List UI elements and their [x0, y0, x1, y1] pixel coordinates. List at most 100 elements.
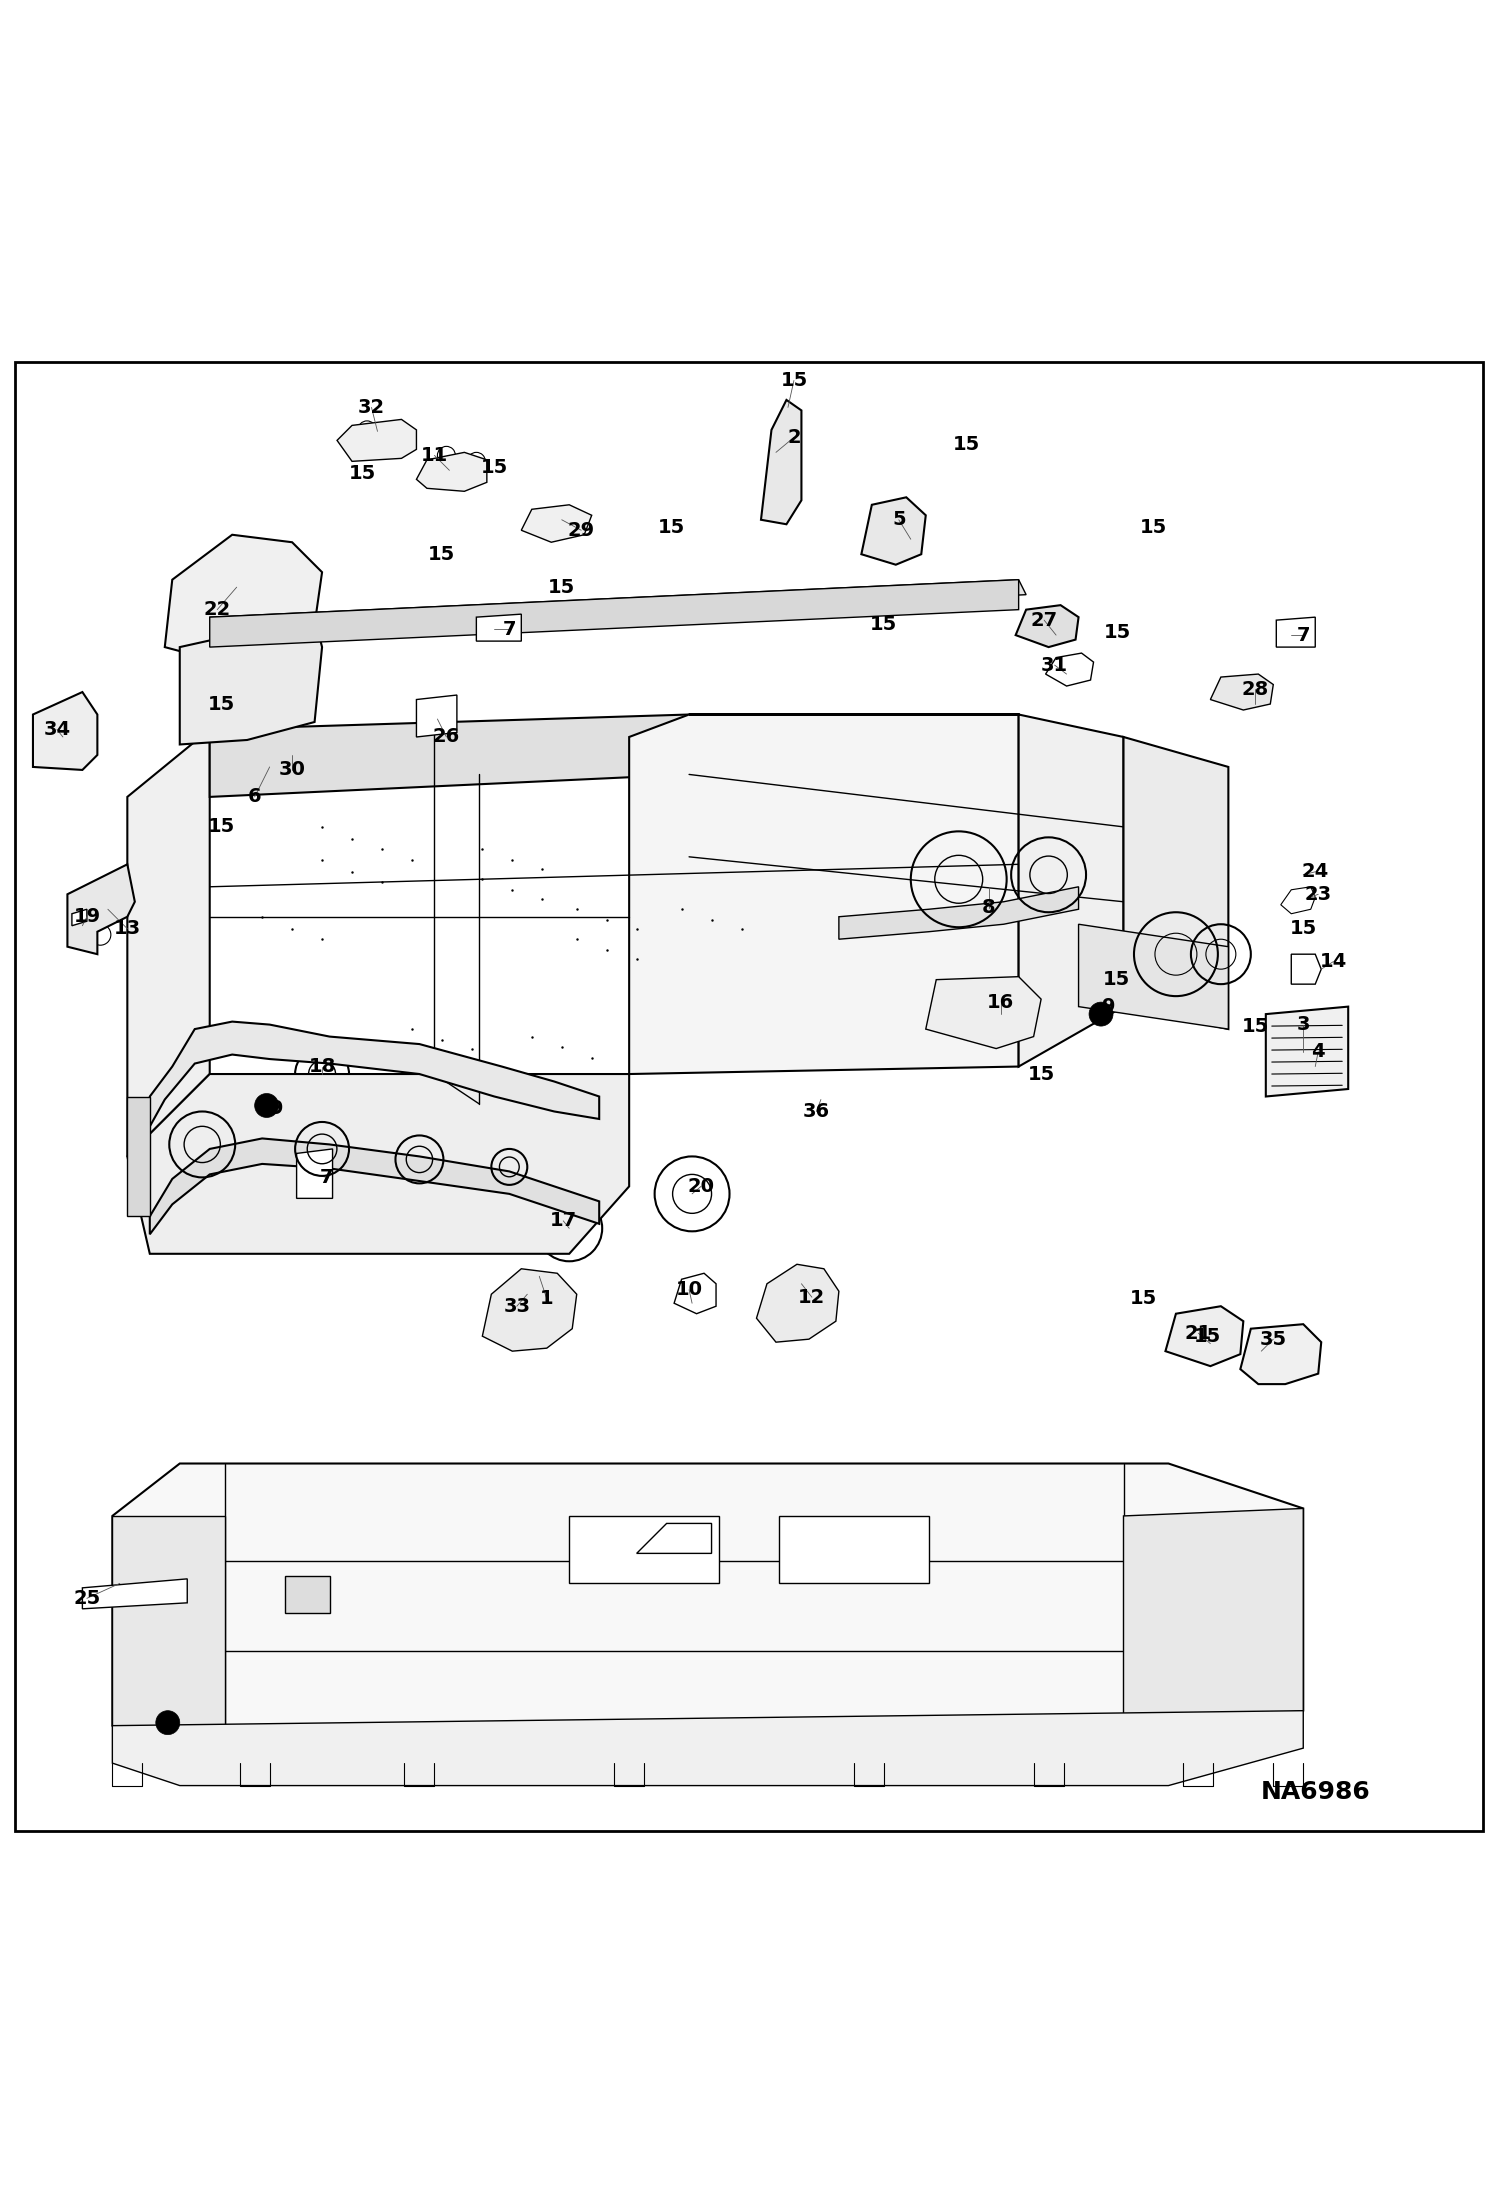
Polygon shape	[127, 730, 210, 1156]
Text: 31: 31	[1041, 656, 1068, 675]
Text: 7: 7	[1296, 625, 1311, 645]
Text: 4: 4	[1311, 1042, 1326, 1061]
Polygon shape	[210, 579, 1026, 636]
Polygon shape	[210, 715, 1019, 796]
Polygon shape	[112, 1463, 1303, 1763]
Polygon shape	[150, 1022, 599, 1127]
Text: 15: 15	[1290, 919, 1317, 939]
Text: 15: 15	[208, 818, 235, 836]
Polygon shape	[476, 614, 521, 640]
Polygon shape	[629, 715, 1019, 1075]
Polygon shape	[416, 695, 457, 737]
Polygon shape	[297, 1149, 333, 1197]
Text: 25: 25	[73, 1590, 100, 1607]
Polygon shape	[1124, 737, 1228, 1029]
Polygon shape	[779, 1515, 929, 1583]
Text: 15: 15	[349, 465, 376, 482]
Polygon shape	[112, 1711, 1303, 1785]
Circle shape	[255, 1094, 279, 1118]
Text: 26: 26	[433, 728, 460, 746]
Text: 2: 2	[786, 428, 801, 447]
Polygon shape	[285, 1577, 330, 1614]
Text: 3: 3	[1296, 1015, 1311, 1035]
Text: NA6986: NA6986	[1261, 1779, 1371, 1803]
Text: 9: 9	[165, 1713, 180, 1732]
Text: 15: 15	[428, 544, 455, 564]
Polygon shape	[482, 1270, 577, 1351]
Polygon shape	[180, 616, 322, 743]
Text: 1: 1	[539, 1289, 554, 1309]
Polygon shape	[756, 1265, 839, 1342]
Polygon shape	[761, 399, 801, 524]
Text: 16: 16	[987, 993, 1014, 1011]
Circle shape	[156, 1711, 180, 1735]
Text: 28: 28	[1242, 680, 1269, 700]
Text: 24: 24	[1302, 862, 1329, 882]
Polygon shape	[1266, 1007, 1348, 1096]
Polygon shape	[521, 504, 592, 542]
Text: 7: 7	[319, 1169, 334, 1186]
Polygon shape	[689, 715, 1124, 1066]
Text: 15: 15	[1129, 1289, 1156, 1309]
Polygon shape	[112, 1515, 225, 1726]
Polygon shape	[127, 1075, 629, 1254]
Text: 19: 19	[73, 908, 100, 925]
Text: 18: 18	[309, 1057, 336, 1077]
Polygon shape	[926, 976, 1041, 1048]
Text: 9: 9	[1101, 998, 1116, 1015]
Text: 6: 6	[247, 787, 262, 807]
Polygon shape	[165, 535, 322, 660]
Text: 15: 15	[1242, 1018, 1269, 1035]
Polygon shape	[210, 579, 1019, 647]
Polygon shape	[127, 1096, 150, 1217]
Text: 15: 15	[1104, 623, 1131, 643]
Text: 14: 14	[1320, 952, 1347, 971]
Text: 12: 12	[798, 1287, 825, 1307]
Polygon shape	[82, 1579, 187, 1610]
Text: 15: 15	[548, 577, 575, 596]
Text: 15: 15	[481, 458, 508, 476]
Text: 15: 15	[953, 436, 980, 454]
Polygon shape	[1046, 654, 1094, 686]
Text: 15: 15	[658, 518, 685, 537]
Text: 15: 15	[780, 371, 807, 390]
Text: 27: 27	[1031, 610, 1058, 629]
Polygon shape	[674, 1274, 716, 1314]
Text: 15: 15	[1194, 1327, 1221, 1347]
Polygon shape	[67, 864, 135, 954]
Text: 15: 15	[1140, 518, 1167, 537]
Text: 11: 11	[421, 445, 448, 465]
Polygon shape	[1079, 923, 1228, 1029]
Polygon shape	[1281, 886, 1315, 914]
Polygon shape	[72, 910, 87, 925]
Text: 15: 15	[870, 614, 897, 634]
Text: 9: 9	[270, 1099, 285, 1118]
Text: 21: 21	[1185, 1325, 1212, 1342]
Polygon shape	[1276, 616, 1315, 647]
Text: 33: 33	[503, 1296, 530, 1316]
Polygon shape	[839, 886, 1079, 939]
Polygon shape	[337, 419, 416, 461]
Text: 35: 35	[1260, 1329, 1287, 1349]
Text: 15: 15	[1028, 1064, 1055, 1083]
Polygon shape	[416, 452, 487, 491]
Polygon shape	[33, 693, 97, 770]
Text: 20: 20	[688, 1178, 715, 1195]
Text: 34: 34	[43, 719, 70, 739]
Polygon shape	[1165, 1307, 1243, 1366]
Text: 36: 36	[803, 1101, 830, 1121]
Polygon shape	[1210, 673, 1273, 711]
Circle shape	[1089, 1002, 1113, 1026]
Text: 10: 10	[676, 1281, 703, 1298]
Text: 7: 7	[502, 621, 517, 638]
Text: 23: 23	[1305, 884, 1332, 904]
Polygon shape	[150, 1138, 599, 1235]
Text: 5: 5	[891, 511, 906, 529]
Circle shape	[1290, 890, 1305, 906]
Polygon shape	[1016, 605, 1079, 647]
Text: 8: 8	[981, 899, 996, 917]
Text: 17: 17	[550, 1211, 577, 1230]
Text: 30: 30	[279, 761, 306, 779]
Text: 15: 15	[1103, 969, 1129, 989]
Text: 22: 22	[204, 601, 231, 618]
